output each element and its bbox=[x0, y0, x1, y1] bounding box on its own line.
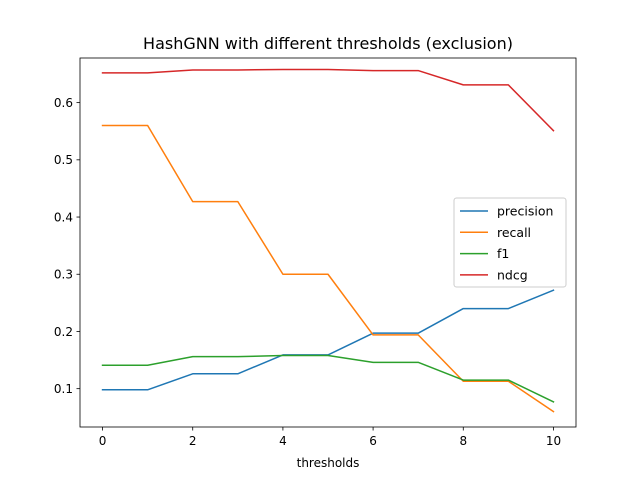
y-tick-label: 0.3 bbox=[54, 268, 73, 282]
x-tick-label: 8 bbox=[459, 434, 467, 448]
plot-area bbox=[101, 68, 555, 413]
legend-label-f1: f1 bbox=[497, 246, 509, 261]
y-tick-label: 0.6 bbox=[54, 96, 73, 110]
series-line-precision bbox=[101, 289, 555, 391]
series-line-recall bbox=[101, 124, 555, 413]
y-tick-label: 0.5 bbox=[54, 153, 73, 167]
y-tick-label: 0.4 bbox=[54, 210, 73, 224]
x-axis-label: thresholds bbox=[297, 456, 360, 470]
legend: precision recall f1 ndcg bbox=[453, 197, 567, 288]
x-tick-label: 10 bbox=[546, 434, 561, 448]
legend-label-recall: recall bbox=[497, 225, 531, 240]
chart-title: HashGNN with different thresholds (exclu… bbox=[143, 34, 513, 53]
legend-label-precision: precision bbox=[497, 204, 553, 219]
axes-frame bbox=[79, 57, 577, 428]
x-tick-label: 4 bbox=[279, 434, 287, 448]
series-line-f1 bbox=[101, 354, 555, 403]
x-tick-label: 6 bbox=[369, 434, 377, 448]
y-tick-label: 0.1 bbox=[54, 382, 73, 396]
axes: 0 2 4 6 8 10 0.1 0.2 0.3 0.4 0.5 0.6 bbox=[54, 57, 577, 448]
legend-box bbox=[453, 197, 567, 288]
x-tick-label: 0 bbox=[99, 434, 107, 448]
x-tick-label: 2 bbox=[189, 434, 197, 448]
series-line-ndcg bbox=[101, 68, 555, 132]
y-tick-label: 0.2 bbox=[54, 325, 73, 339]
legend-label-ndcg: ndcg bbox=[497, 267, 528, 282]
